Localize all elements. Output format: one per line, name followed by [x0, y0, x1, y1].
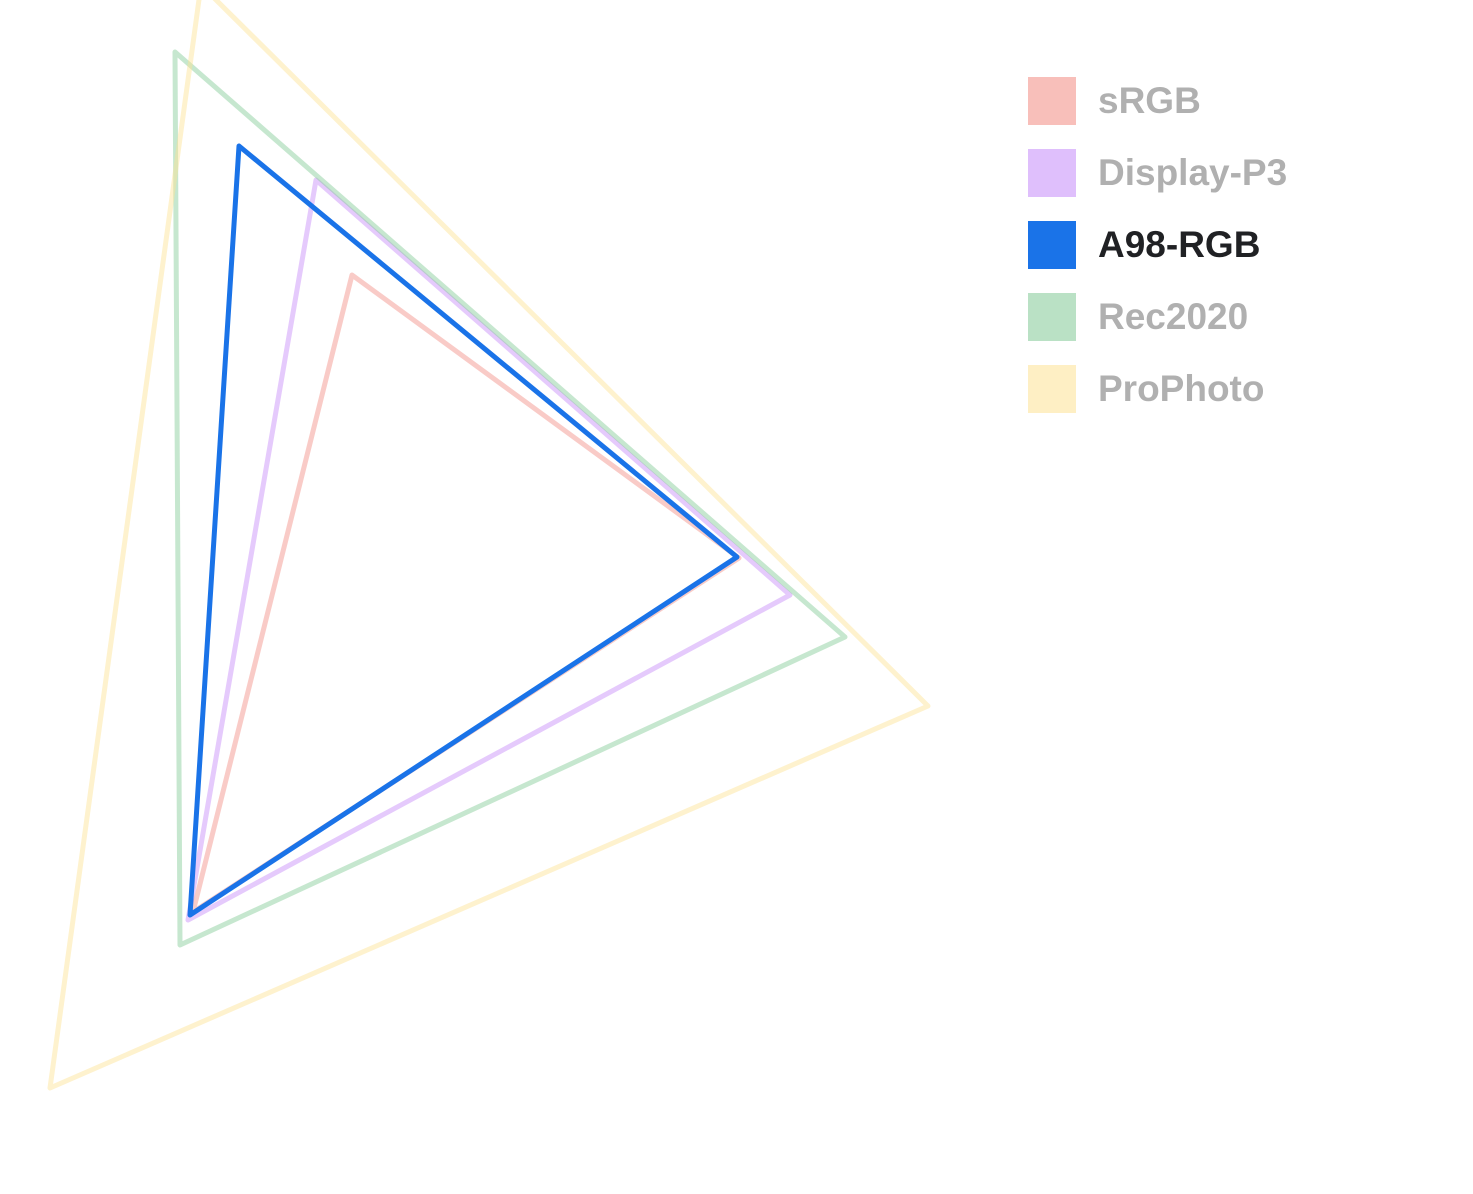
- legend-item-display-p3[interactable]: Display-P3: [1028, 137, 1287, 209]
- gamut-triangle-display-p3: [188, 180, 790, 920]
- legend-label-srgb: sRGB: [1098, 80, 1201, 122]
- legend-swatch-a98-rgb: [1028, 221, 1076, 269]
- legend-item-a98-rgb[interactable]: A98-RGB: [1028, 209, 1287, 281]
- legend-item-rec2020[interactable]: Rec2020: [1028, 281, 1287, 353]
- gamut-triangle-rec2020: [175, 52, 845, 945]
- legend: sRGB Display-P3 A98-RGB Rec2020 ProPhoto: [1028, 65, 1287, 425]
- legend-swatch-prophoto: [1028, 365, 1076, 413]
- legend-label-a98-rgb: A98-RGB: [1098, 224, 1260, 266]
- gamut-triangle-a98-rgb: [190, 146, 737, 915]
- legend-item-prophoto[interactable]: ProPhoto: [1028, 353, 1287, 425]
- legend-label-display-p3: Display-P3: [1098, 152, 1287, 194]
- legend-label-prophoto: ProPhoto: [1098, 368, 1264, 410]
- legend-swatch-srgb: [1028, 77, 1076, 125]
- legend-label-rec2020: Rec2020: [1098, 296, 1248, 338]
- legend-swatch-rec2020: [1028, 293, 1076, 341]
- diagram-stage: sRGB Display-P3 A98-RGB Rec2020 ProPhoto: [0, 0, 1473, 1194]
- gamut-triangle-srgb: [193, 275, 739, 912]
- legend-item-srgb[interactable]: sRGB: [1028, 65, 1287, 137]
- legend-swatch-display-p3: [1028, 149, 1076, 197]
